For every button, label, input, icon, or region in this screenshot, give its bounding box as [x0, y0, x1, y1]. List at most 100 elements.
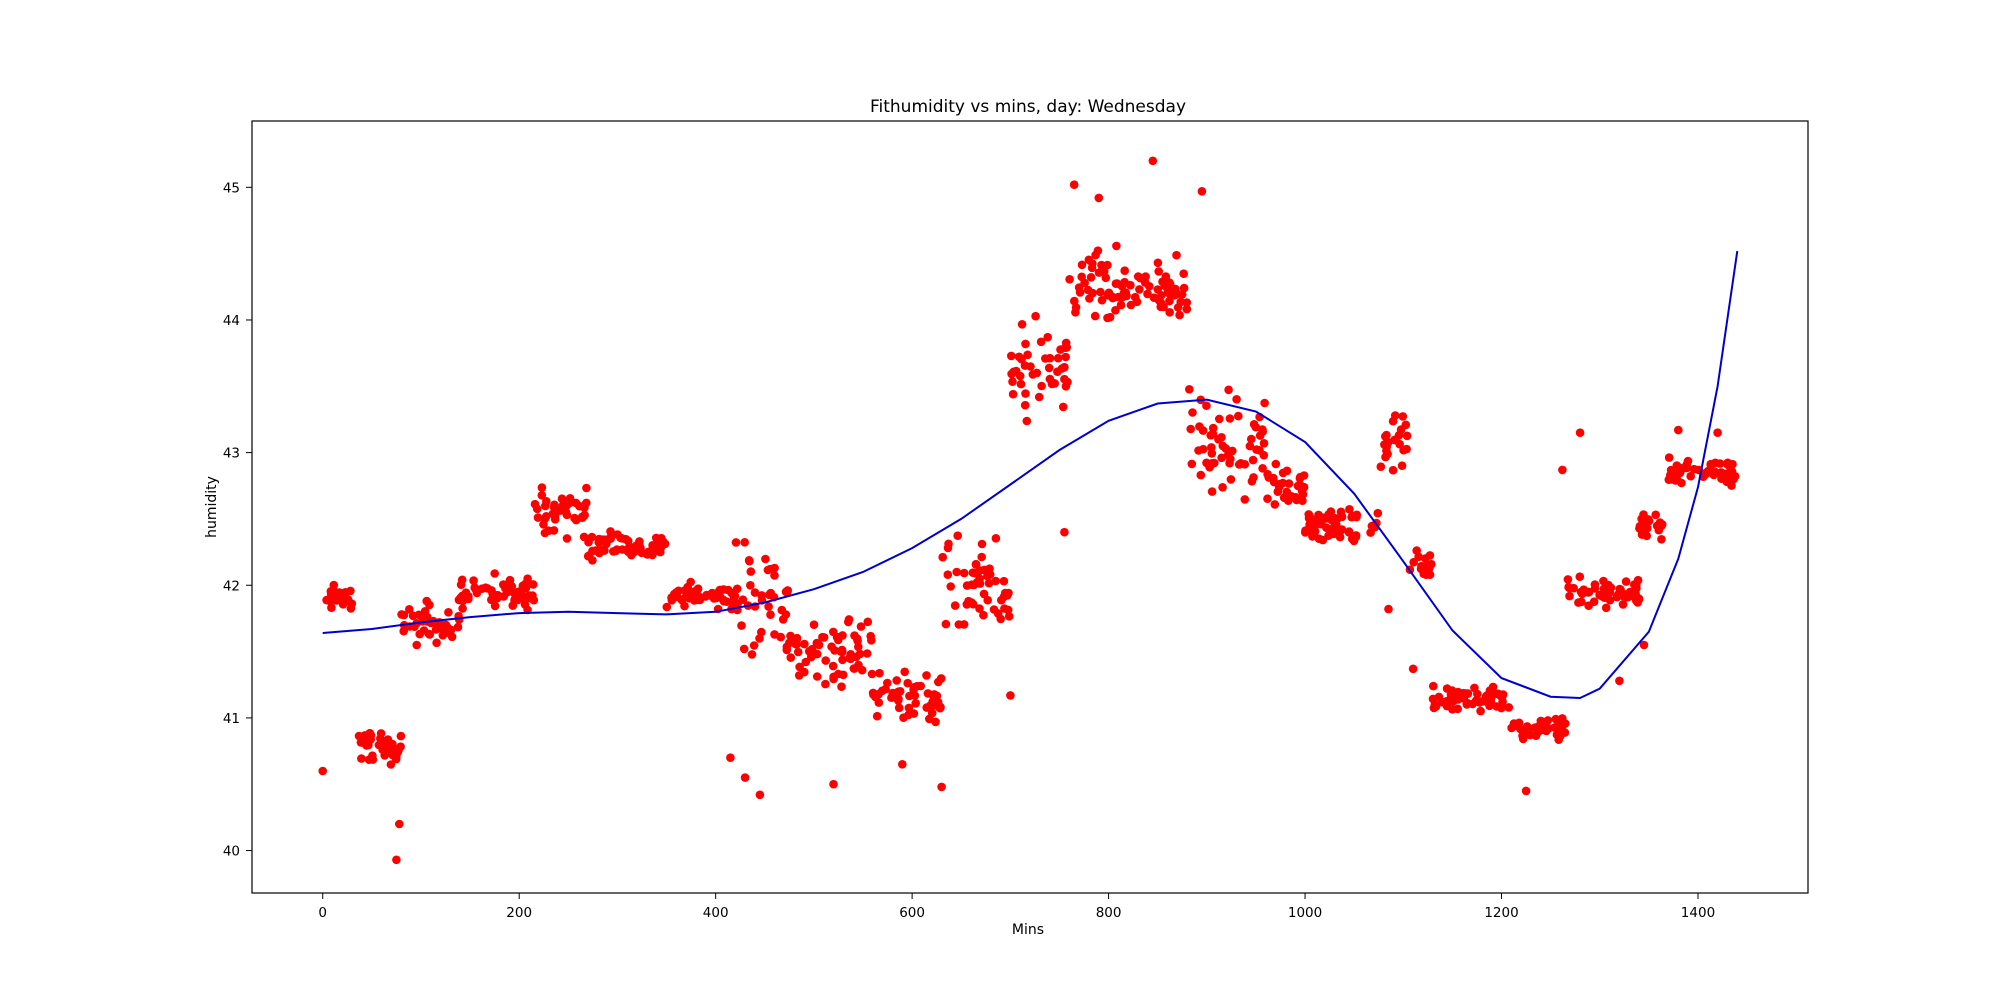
data-point	[1557, 722, 1567, 732]
data-point	[1601, 603, 1611, 613]
data-point	[510, 595, 519, 605]
data-point	[1044, 363, 1054, 373]
data-point	[1186, 424, 1195, 434]
data-point	[979, 589, 989, 599]
data-point	[934, 677, 943, 687]
data-point	[977, 539, 987, 549]
data-point	[1382, 430, 1391, 440]
data-point	[764, 602, 773, 611]
data-point	[670, 589, 679, 599]
data-point	[1488, 682, 1498, 692]
data-point	[975, 604, 984, 613]
data-point	[1087, 263, 1097, 273]
data-point	[739, 644, 749, 654]
data-point	[326, 597, 336, 607]
data-point	[1197, 187, 1207, 196]
data-point	[922, 671, 931, 680]
data-point	[732, 584, 742, 594]
data-point	[812, 672, 822, 681]
data-point	[968, 568, 978, 577]
data-point	[1558, 465, 1567, 475]
data-point	[399, 626, 409, 636]
data-point	[1207, 449, 1217, 458]
data-point	[1258, 464, 1267, 473]
data-point	[1584, 588, 1593, 597]
data-point	[537, 491, 547, 500]
data-point	[444, 608, 453, 617]
data-point	[432, 638, 441, 648]
data-point	[1259, 450, 1269, 460]
data-point	[996, 614, 1005, 624]
data-point	[927, 708, 937, 718]
data-point	[874, 698, 884, 707]
data-point	[1225, 458, 1234, 468]
data-point	[395, 819, 404, 829]
data-point	[1667, 469, 1676, 478]
data-point	[541, 501, 550, 511]
data-point	[952, 567, 961, 577]
data-point	[850, 664, 859, 673]
data-point	[338, 600, 348, 609]
data-point	[1715, 459, 1725, 468]
data-point	[1381, 452, 1390, 462]
data-point	[368, 751, 377, 760]
data-point	[460, 590, 470, 599]
data-point	[1101, 273, 1111, 283]
data-point	[376, 734, 385, 743]
data-point	[1028, 370, 1038, 379]
data-point	[1049, 378, 1058, 388]
data-point	[968, 599, 978, 609]
data-point	[1011, 366, 1021, 376]
data-point	[1565, 583, 1574, 593]
data-point	[392, 855, 401, 865]
y-tick-label: 43	[223, 446, 240, 462]
data-point	[1086, 273, 1096, 282]
data-point	[1116, 300, 1126, 310]
data-point	[1551, 714, 1561, 724]
data-point	[1240, 495, 1250, 504]
data-point	[1103, 260, 1112, 270]
data-point	[396, 731, 406, 741]
data-point	[819, 633, 829, 642]
data-point	[991, 576, 1000, 586]
data-point	[946, 582, 955, 591]
data-point	[1163, 286, 1173, 296]
data-point	[1335, 532, 1345, 542]
data-point	[814, 640, 824, 650]
x-axis-label: Mins	[1012, 922, 1044, 938]
data-point	[1247, 434, 1256, 444]
data-point	[943, 570, 953, 579]
data-point	[1301, 526, 1310, 535]
data-point	[740, 538, 749, 547]
data-point	[1053, 367, 1062, 377]
data-point	[1226, 475, 1236, 484]
data-point	[770, 571, 779, 580]
data-point	[838, 647, 847, 657]
data-point	[1177, 290, 1187, 299]
data-point	[584, 551, 594, 560]
data-point	[962, 600, 972, 609]
data-point	[386, 760, 396, 769]
y-tick-label: 40	[223, 844, 240, 860]
data-point	[838, 670, 848, 680]
data-point	[1259, 439, 1269, 448]
data-point	[1111, 306, 1120, 315]
data-point	[412, 640, 422, 650]
data-point	[724, 585, 733, 595]
data-point	[782, 645, 792, 655]
data-point	[938, 552, 947, 562]
data-point	[997, 595, 1006, 605]
data-point	[1234, 411, 1243, 421]
data-point	[329, 580, 339, 590]
chart-title: Fithumidity vs mins, day: Wednesday	[870, 97, 1186, 117]
data-point	[1664, 453, 1674, 462]
data-point	[540, 514, 550, 523]
data-point	[346, 586, 355, 596]
data-point	[1070, 296, 1079, 306]
data-point	[1182, 298, 1192, 307]
data-point	[1336, 507, 1346, 517]
data-point	[1017, 320, 1027, 329]
data-point	[1143, 289, 1152, 299]
data-point	[388, 742, 398, 752]
